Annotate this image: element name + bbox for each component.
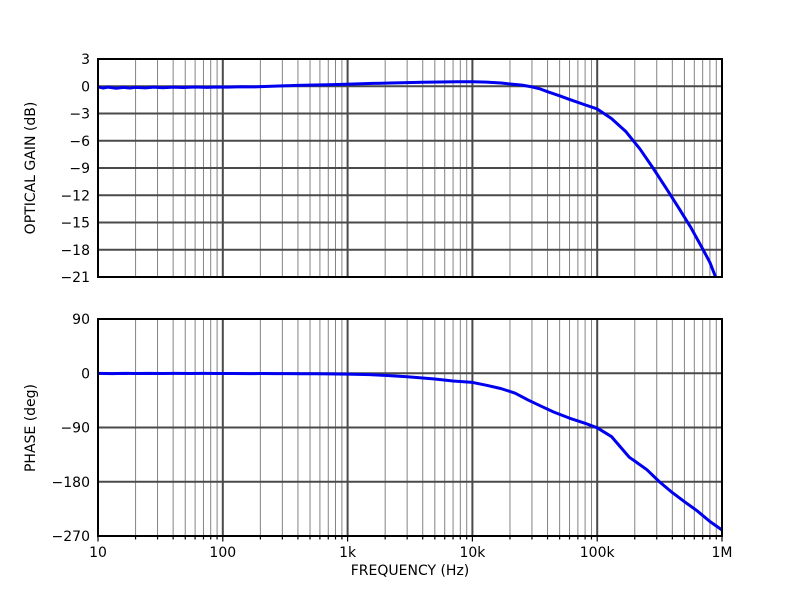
y-tick-label: −6 <box>69 134 90 150</box>
optical-gain-plot: 3 0 −3 −6 −9 −12 −15 −18 −21 <box>60 52 723 286</box>
phase-x-ticks <box>97 536 723 542</box>
frequency-x-axis-label: FREQUENCY (Hz) <box>350 563 470 579</box>
optical-gain-y-tick-labels: 3 0 −3 −6 −9 −12 −15 −18 −21 <box>60 52 90 286</box>
y-tick-label: −12 <box>60 188 90 204</box>
x-tick-label: 100k <box>580 545 616 561</box>
y-tick-label: 0 <box>81 79 90 95</box>
y-tick-label: 0 <box>81 366 90 382</box>
x-tick-label: 1M <box>712 545 733 561</box>
optical-gain-major-gridlines <box>98 59 722 277</box>
x-tick-label: 100 <box>209 545 236 561</box>
phase-major-gridlines <box>98 319 722 536</box>
x-tick-label: 10k <box>459 545 486 561</box>
phase-x-tick-labels: 10 100 1k 10k 100k 1M <box>89 545 732 561</box>
phase-response-curve <box>98 371 722 532</box>
gain-y-axis-label: OPTICAL GAIN (dB) <box>23 101 39 235</box>
y-tick-label: −3 <box>69 107 90 123</box>
y-tick-label: 90 <box>72 312 90 328</box>
x-tick-label: 1k <box>339 545 357 561</box>
y-tick-label: −180 <box>52 475 90 491</box>
y-tick-label: −18 <box>60 243 90 259</box>
phase-y-axis-label: PHASE (deg) <box>23 383 39 473</box>
phase-y-tick-labels: 90 0 −90 −180 −270 <box>52 312 90 545</box>
y-tick-label: −270 <box>52 529 90 545</box>
optical-gain-response-curve <box>98 80 718 277</box>
y-tick-label: −9 <box>69 161 90 177</box>
y-tick-label: −90 <box>60 421 90 437</box>
y-tick-label: −21 <box>60 270 90 286</box>
x-tick-label: 10 <box>89 545 107 561</box>
y-tick-label: 3 <box>81 52 90 68</box>
y-tick-label: −15 <box>60 216 90 232</box>
optical-gain-frame <box>97 58 723 278</box>
phase-frame <box>97 318 723 537</box>
